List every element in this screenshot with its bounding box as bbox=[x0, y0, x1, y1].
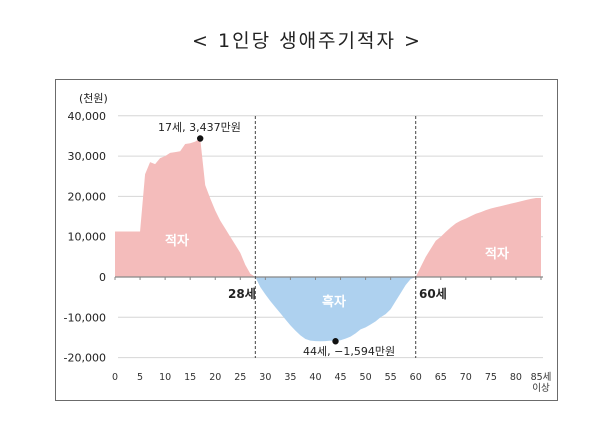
trough-marker bbox=[332, 338, 339, 345]
deficit-label-youth: 적자 bbox=[165, 233, 189, 249]
x-tick-label: 40 bbox=[309, 372, 321, 383]
deficit-area-elderly bbox=[415, 198, 541, 277]
x-tick-label: 85세 bbox=[531, 372, 552, 383]
x-tick-label: 10 bbox=[159, 372, 171, 383]
y-tick-label: 20,000 bbox=[68, 190, 107, 203]
surplus-area-working bbox=[255, 277, 416, 342]
x-tick-label: 30 bbox=[259, 372, 271, 383]
x-tick-label: 25 bbox=[234, 372, 246, 383]
x-tick-label: 60 bbox=[410, 372, 422, 383]
peak-annotation: 17세, 3,437만원 bbox=[158, 121, 241, 134]
x-tick-label: 55 bbox=[385, 372, 397, 383]
y-axis-unit-label: (천원) bbox=[79, 91, 108, 105]
y-tick-label: -10,000 bbox=[64, 311, 106, 324]
deficit-label-elderly: 적자 bbox=[485, 246, 509, 262]
x-tick-label: 75 bbox=[485, 372, 497, 383]
deficit-area-youth bbox=[115, 138, 256, 277]
surplus-label: 흑자 bbox=[322, 294, 346, 310]
x-tick-label: 20 bbox=[209, 372, 221, 383]
x-tick-label: 80 bbox=[510, 372, 522, 383]
y-tick-label: 40,000 bbox=[68, 110, 107, 123]
x-tick-label: 45 bbox=[334, 372, 346, 383]
x-tick-label: 5 bbox=[137, 372, 143, 383]
x-tick-label: 50 bbox=[360, 372, 372, 383]
chart-title: < 1인당 생애주기적자 > bbox=[192, 30, 422, 52]
x-tick-label: 15 bbox=[184, 372, 196, 383]
x-tick-label: 65 bbox=[435, 372, 447, 383]
trough-annotation: 44세, −1,594만원 bbox=[303, 345, 395, 358]
x-axis-ticks: 0 5 10 15 20 25 30 35 40 45 50 55 60 65 70 75 80 85세 bbox=[112, 277, 551, 383]
y-tick-label: 10,000 bbox=[68, 231, 107, 244]
chart-frame bbox=[55, 79, 558, 401]
y-tick-label: 0 bbox=[99, 271, 106, 284]
y-tick-label: -20,000 bbox=[64, 352, 106, 365]
y-tick-label: 30,000 bbox=[68, 150, 107, 163]
age-28-label: 28세 bbox=[228, 286, 256, 301]
peak-marker bbox=[197, 135, 204, 142]
x-tick-label: 0 bbox=[112, 372, 118, 383]
x-tick-85-suffix: 이상 bbox=[532, 383, 550, 394]
x-tick-label: 35 bbox=[284, 372, 296, 383]
age-60-label: 60세 bbox=[419, 286, 447, 301]
x-tick-label: 70 bbox=[460, 372, 472, 383]
y-axis-ticks: 40,000 30,000 20,000 10,000 0 -10,000 -20,000 bbox=[64, 110, 106, 365]
